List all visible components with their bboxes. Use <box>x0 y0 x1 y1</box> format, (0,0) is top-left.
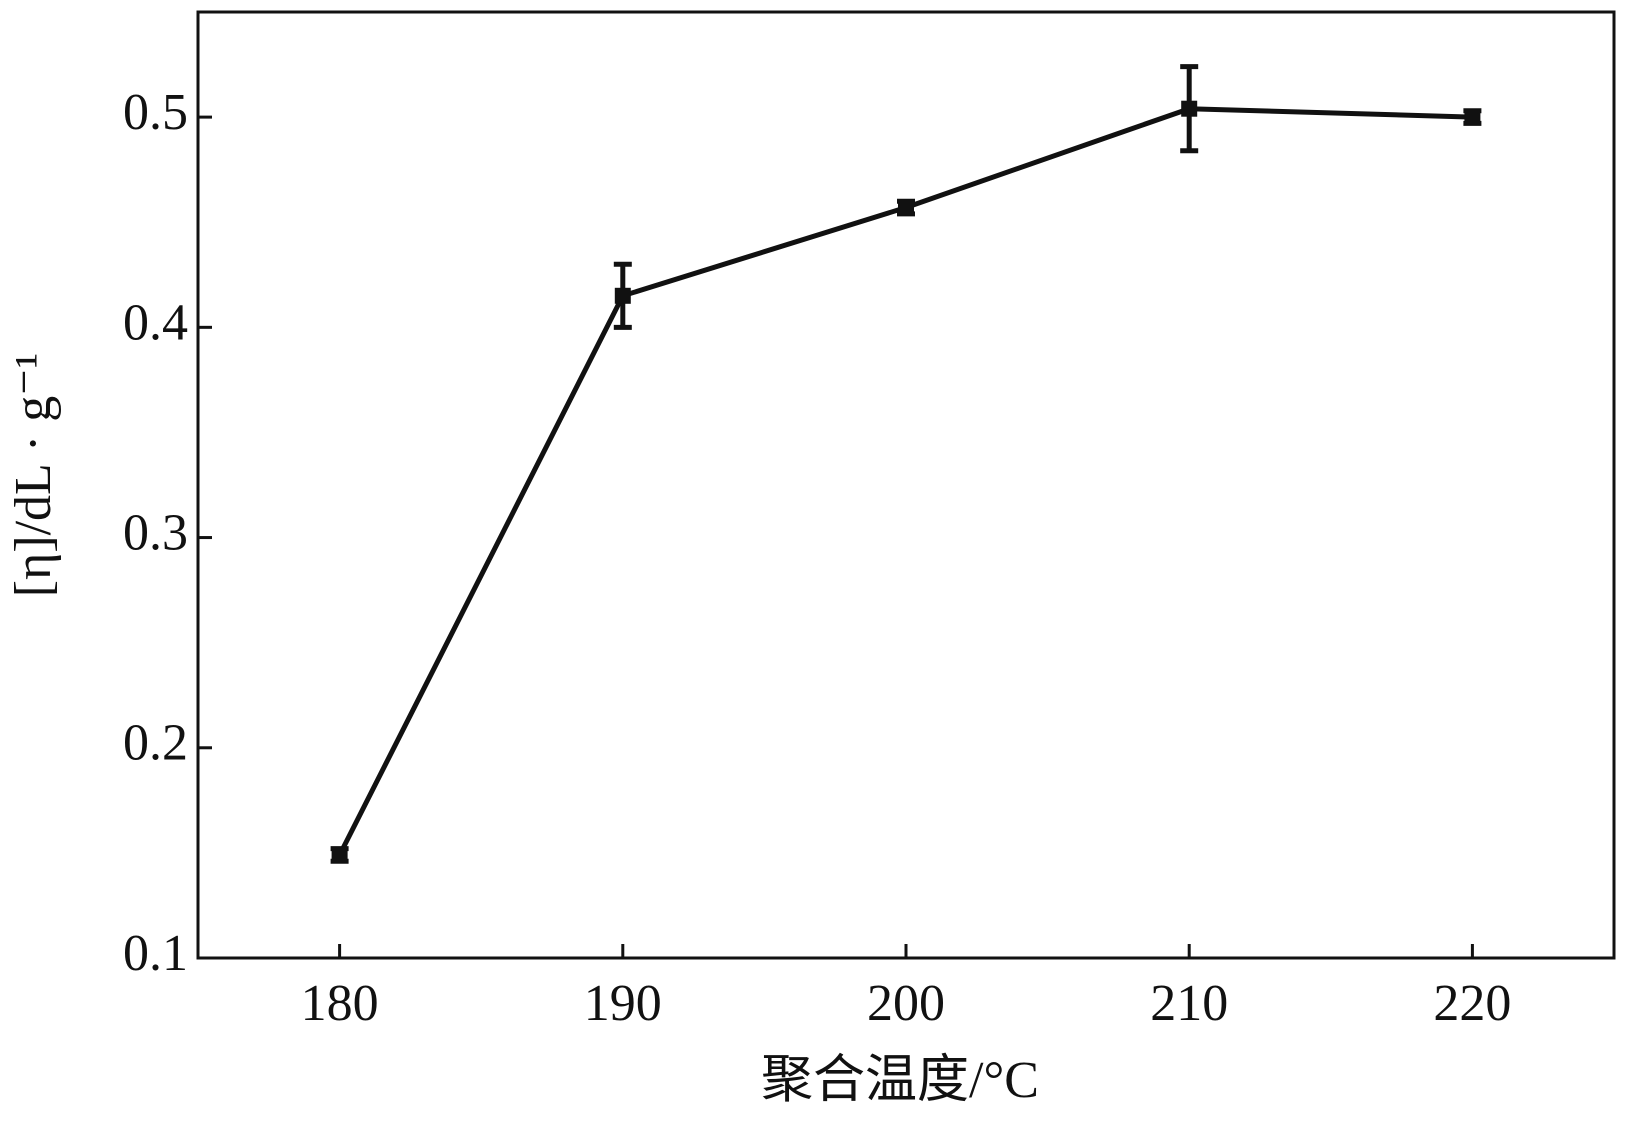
y-tick-label: 0.4 <box>123 294 188 351</box>
y-axis-label: [η]/dL · g⁻¹ <box>5 353 62 597</box>
plot-frame <box>196 10 1616 960</box>
data-point <box>1464 109 1481 126</box>
x-tick-label: 200 <box>867 975 945 1032</box>
x-tick-label: 180 <box>301 975 379 1032</box>
x-tick-label: 220 <box>1433 975 1511 1032</box>
y-tick-label: 0.5 <box>123 84 188 141</box>
data-point <box>614 287 631 304</box>
y-tick-label: 0.1 <box>123 925 188 982</box>
data-point <box>898 199 914 216</box>
data-point <box>331 846 348 863</box>
x-tick-label: 190 <box>584 975 662 1032</box>
y-tick-label: 0.2 <box>123 715 188 772</box>
x-tick-label: 210 <box>1150 975 1228 1032</box>
data-point <box>1181 100 1198 117</box>
data-line <box>337 106 1473 857</box>
y-tick-label: 0.3 <box>123 504 188 561</box>
x-axis-label: 聚合温度/°C <box>761 1052 1039 1109</box>
